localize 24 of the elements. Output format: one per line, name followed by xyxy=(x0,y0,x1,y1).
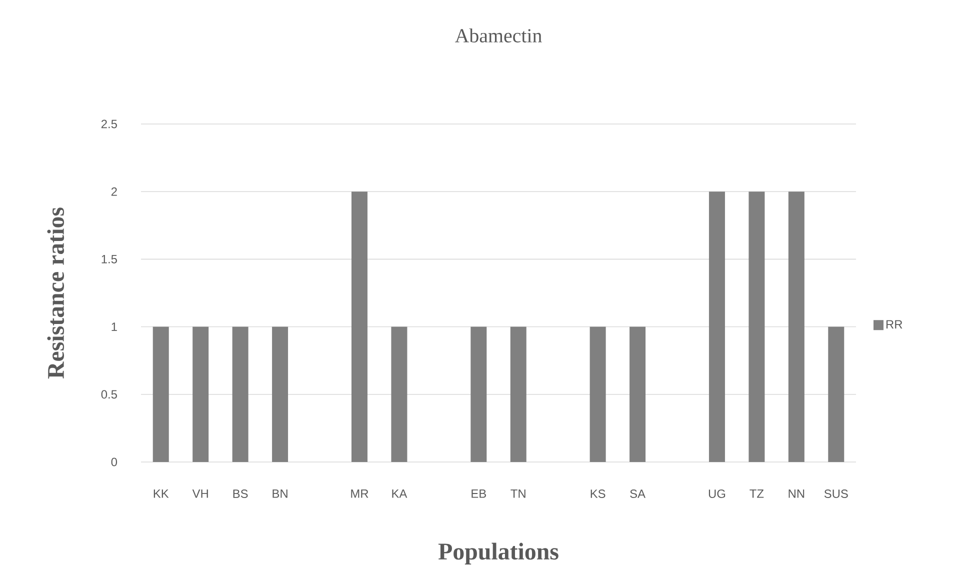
x-tick-label: NN xyxy=(788,490,804,498)
chart-title: Abamectin xyxy=(454,28,542,42)
x-tick-label: KA xyxy=(392,490,408,498)
y-tick-label: 0 xyxy=(111,458,118,466)
x-tick-label: KS xyxy=(590,490,606,498)
y-tick-label: 2.5 xyxy=(101,120,117,128)
x-tick-label: MR xyxy=(351,490,368,498)
x-tick-label: BN xyxy=(272,490,288,498)
x-tick-label: TZ xyxy=(750,490,764,498)
y-tick-label: 1.5 xyxy=(102,255,117,264)
x-tick-label: SA xyxy=(630,490,646,498)
y-tick-label: 2 xyxy=(111,187,117,196)
x-tick-label: KK xyxy=(154,490,169,498)
x-tick-label: TN xyxy=(510,490,526,498)
x-tick-label: VH xyxy=(192,490,208,498)
y-axis-title: Resistance ratios xyxy=(47,208,64,379)
x-tick-label: SUS xyxy=(824,490,848,498)
x-axis-title: Populations xyxy=(438,542,558,564)
x-tick-label: EB xyxy=(472,490,486,498)
y-tick-label: 0.5 xyxy=(101,390,117,399)
y-tick-label: 1 xyxy=(112,322,117,331)
x-tick-label: BS xyxy=(233,490,248,498)
legend-label: RR xyxy=(886,320,902,328)
x-tick-label: UG xyxy=(708,490,726,498)
